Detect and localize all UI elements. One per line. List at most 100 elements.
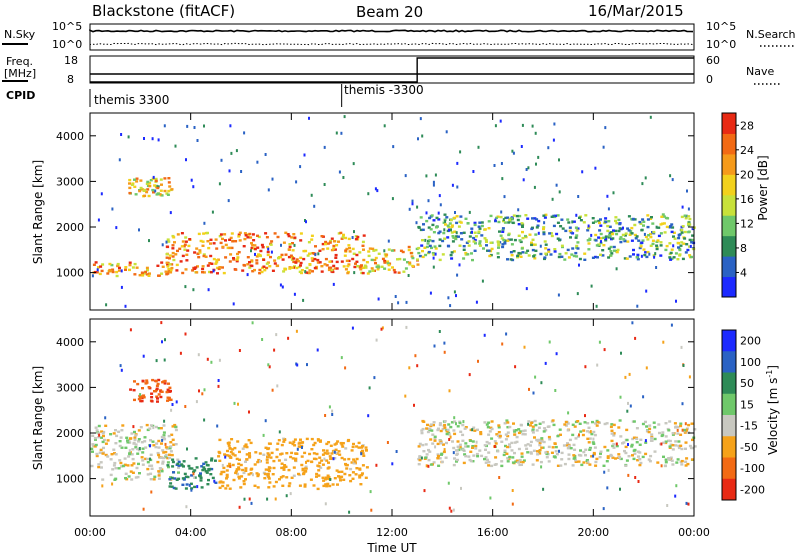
data-cell bbox=[313, 266, 317, 270]
data-cell bbox=[337, 240, 340, 243]
data-cell bbox=[236, 440, 240, 443]
data-cell bbox=[493, 445, 496, 448]
data-cell bbox=[115, 226, 118, 230]
data-cell bbox=[324, 478, 328, 481]
data-cell bbox=[318, 456, 322, 459]
data-cell bbox=[630, 239, 634, 242]
data-cell bbox=[569, 231, 573, 234]
data-cell bbox=[466, 253, 470, 256]
data-cell bbox=[436, 456, 440, 460]
data-cell bbox=[687, 222, 690, 226]
data-cell bbox=[435, 226, 438, 229]
data-cell bbox=[636, 258, 640, 261]
data-cell bbox=[592, 453, 596, 456]
data-cell bbox=[456, 185, 459, 189]
data-cell bbox=[606, 449, 610, 452]
data-cell bbox=[176, 462, 180, 465]
noise-sky-label: N.Sky bbox=[4, 28, 36, 41]
data-cell bbox=[687, 423, 691, 427]
data-cell bbox=[649, 454, 653, 458]
data-cell bbox=[529, 424, 532, 427]
data-cell bbox=[144, 382, 148, 385]
data-cell bbox=[518, 458, 522, 462]
data-cell bbox=[217, 384, 220, 388]
data-cell bbox=[232, 258, 236, 261]
data-cell bbox=[684, 447, 687, 450]
data-cell bbox=[638, 463, 642, 467]
data-cell bbox=[199, 476, 203, 479]
velocity-colorbar-tick-label: 50 bbox=[740, 377, 754, 390]
data-cell bbox=[221, 266, 224, 269]
data-cell bbox=[290, 236, 294, 239]
data-cell bbox=[177, 460, 181, 464]
data-cell bbox=[186, 249, 190, 252]
data-cell bbox=[436, 453, 440, 456]
data-cell bbox=[337, 232, 341, 235]
data-cell bbox=[316, 487, 320, 491]
data-cell bbox=[277, 459, 281, 462]
data-cell bbox=[590, 233, 593, 237]
data-cell bbox=[351, 471, 355, 474]
data-cell bbox=[207, 478, 210, 482]
data-cell bbox=[391, 266, 394, 269]
data-cell bbox=[311, 252, 315, 255]
data-cell bbox=[198, 474, 202, 477]
data-cell bbox=[444, 456, 448, 459]
data-cell bbox=[114, 429, 117, 432]
data-cell bbox=[483, 333, 486, 337]
data-cell bbox=[97, 266, 100, 269]
data-cell bbox=[368, 247, 372, 250]
data-cell bbox=[452, 508, 455, 512]
data-cell bbox=[326, 477, 330, 480]
data-cell bbox=[531, 425, 535, 428]
data-cell bbox=[588, 463, 592, 466]
data-cell bbox=[238, 505, 241, 509]
data-cell bbox=[530, 227, 534, 231]
data-cell bbox=[100, 269, 104, 273]
data-cell bbox=[181, 483, 185, 486]
data-cell bbox=[310, 234, 314, 237]
data-cell bbox=[537, 219, 541, 223]
data-cell bbox=[441, 253, 445, 256]
data-cell bbox=[538, 441, 542, 444]
data-cell bbox=[265, 262, 269, 265]
data-cell bbox=[460, 486, 462, 490]
data-cell bbox=[305, 220, 307, 224]
data-cell bbox=[341, 236, 345, 239]
data-cell bbox=[386, 441, 389, 444]
data-cell bbox=[672, 235, 675, 238]
data-cell bbox=[528, 233, 532, 236]
data-cell bbox=[474, 444, 478, 448]
data-cell bbox=[361, 240, 365, 244]
data-cell bbox=[574, 437, 578, 440]
data-cell bbox=[433, 344, 436, 348]
data-cell bbox=[518, 460, 522, 463]
data-cell bbox=[472, 236, 476, 240]
data-cell bbox=[408, 261, 412, 264]
x-tick-label: 00:00 bbox=[678, 526, 710, 539]
data-cell bbox=[475, 300, 478, 304]
data-cell bbox=[591, 256, 595, 259]
data-cell bbox=[465, 241, 469, 244]
data-cell bbox=[141, 379, 145, 383]
y-tick-label: 2000 bbox=[56, 221, 84, 234]
data-cell bbox=[332, 282, 335, 286]
data-cell bbox=[192, 470, 196, 473]
data-cell bbox=[261, 338, 264, 341]
data-cell bbox=[331, 409, 334, 413]
data-cell bbox=[645, 289, 648, 293]
data-cell bbox=[317, 252, 320, 256]
data-cell bbox=[681, 205, 684, 209]
data-cell bbox=[508, 218, 512, 222]
data-cell bbox=[166, 399, 169, 402]
data-cell bbox=[275, 264, 279, 268]
data-cell bbox=[519, 255, 523, 258]
data-cell bbox=[610, 252, 614, 255]
data-cell bbox=[333, 443, 337, 446]
data-cell bbox=[494, 218, 497, 222]
data-cell bbox=[344, 249, 348, 252]
data-cell bbox=[552, 214, 556, 218]
data-cell bbox=[688, 217, 692, 221]
data-cell bbox=[416, 364, 419, 368]
data-cell bbox=[667, 439, 670, 442]
